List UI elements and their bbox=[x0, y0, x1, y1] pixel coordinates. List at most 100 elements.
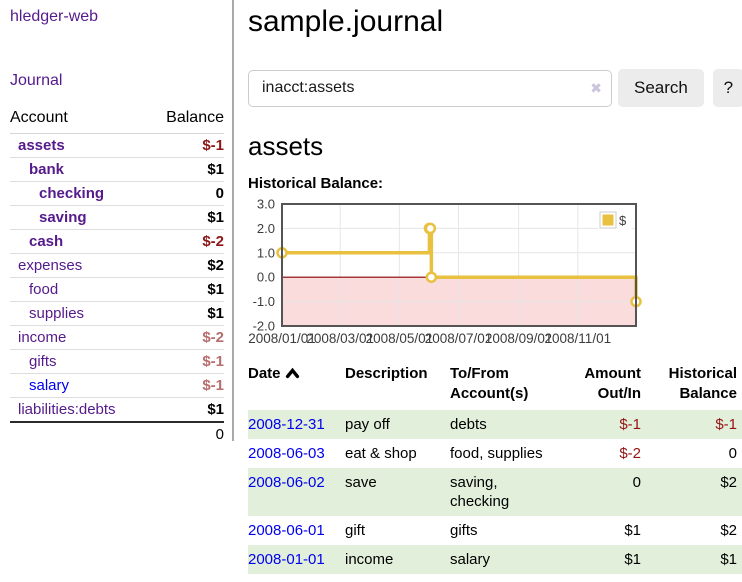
account-balance: $-1 bbox=[150, 349, 224, 374]
account-row-saving: saving $1 bbox=[10, 205, 224, 230]
account-link-income[interactable]: income bbox=[18, 329, 67, 346]
account-row-bank: bank $1 bbox=[10, 157, 224, 182]
balance-column-header: Historical Balance bbox=[668, 365, 737, 402]
account-row-food: food $1 bbox=[10, 277, 224, 302]
transaction-balance: $1 bbox=[720, 551, 737, 568]
transaction-date-link[interactable]: 2008-12-31 bbox=[248, 416, 325, 433]
transaction-date-link[interactable]: 2008-06-01 bbox=[248, 522, 325, 539]
account-row-supplies: supplies $1 bbox=[10, 301, 224, 326]
search-input[interactable] bbox=[248, 69, 612, 107]
transaction-description: gift bbox=[345, 522, 366, 539]
sidebar-item-journal[interactable]: Journal bbox=[10, 72, 63, 89]
transaction-date-link[interactable]: 2008-01-01 bbox=[248, 551, 325, 568]
register-table: Date Description To/From Account(s) Amou… bbox=[248, 362, 742, 574]
account-balance: 0 bbox=[150, 181, 224, 206]
transaction-description: save bbox=[345, 474, 377, 491]
account-balance: $1 bbox=[150, 397, 224, 423]
date-column-header: Date bbox=[248, 362, 345, 410]
svg-text:0.0: 0.0 bbox=[257, 270, 275, 285]
account-link-expenses[interactable]: expenses bbox=[18, 257, 83, 274]
accounts-total-row: 0 bbox=[10, 422, 224, 446]
svg-text:2008/09/01: 2008/09/01 bbox=[485, 331, 553, 346]
accounts-header-row: Account Balance bbox=[10, 109, 224, 134]
account-link-liabilities-debts[interactable]: liabilities:debts bbox=[18, 401, 116, 418]
svg-text:2.0: 2.0 bbox=[257, 221, 275, 236]
account-row-gifts: gifts $-1 bbox=[10, 349, 224, 374]
balance-column-header: Balance bbox=[150, 109, 224, 134]
account-row-salary: salary $-1 bbox=[10, 373, 224, 398]
clear-search-icon[interactable]: ✖ bbox=[590, 79, 602, 96]
search-button[interactable]: Search bbox=[618, 69, 704, 107]
transaction-accounts: debts bbox=[450, 416, 487, 433]
account-heading: assets bbox=[248, 131, 324, 161]
transaction-accounts: food, supplies bbox=[450, 445, 543, 462]
svg-text:-2.0: -2.0 bbox=[253, 319, 275, 334]
account-link-bank[interactable]: bank bbox=[29, 161, 65, 178]
transaction-accounts: salary bbox=[450, 551, 491, 568]
transaction-row: 2008-06-02 save saving, checking 0 $2 bbox=[248, 468, 742, 516]
transaction-balance: $-1 bbox=[715, 416, 737, 433]
account-link-food[interactable]: food bbox=[29, 281, 59, 298]
svg-text:2008/07/01: 2008/07/01 bbox=[425, 331, 493, 346]
transaction-description: pay off bbox=[345, 416, 390, 433]
account-link-gifts[interactable]: gifts bbox=[29, 353, 57, 370]
transaction-balance: $2 bbox=[720, 522, 737, 539]
transaction-date-link[interactable]: 2008-06-03 bbox=[248, 445, 325, 462]
svg-text:2008/01/01: 2008/01/01 bbox=[248, 331, 316, 346]
svg-text:2008/05/01: 2008/05/01 bbox=[366, 331, 434, 346]
accounts-column-header: To/From Account(s) bbox=[450, 365, 529, 402]
help-button[interactable]: ? bbox=[712, 69, 742, 107]
account-link-saving[interactable]: saving bbox=[39, 209, 87, 226]
brand-link[interactable]: hledger-web bbox=[10, 8, 99, 25]
search-form: ✖ Search ? bbox=[248, 69, 742, 107]
transaction-row: 2008-06-01 gift gifts $1 $2 bbox=[248, 516, 742, 545]
account-row-expenses: expenses $2 bbox=[10, 253, 224, 278]
transaction-accounts: gifts bbox=[450, 522, 478, 539]
transaction-balance: $2 bbox=[720, 474, 737, 491]
account-row-assets: assets $-1 bbox=[10, 133, 224, 158]
transaction-amount: $1 bbox=[624, 522, 641, 539]
account-balance: $-2 bbox=[150, 325, 224, 350]
description-column-header: Description bbox=[345, 365, 428, 382]
account-link-cash[interactable]: cash bbox=[29, 233, 64, 250]
account-balance: $2 bbox=[150, 253, 224, 278]
svg-text:2008/03/01: 2008/03/01 bbox=[306, 331, 374, 346]
accounts-table: Account Balance assets $-1 bank $1 check… bbox=[10, 109, 224, 446]
account-balance: $-1 bbox=[150, 373, 224, 398]
account-link-assets[interactable]: assets bbox=[18, 137, 65, 154]
transaction-amount: $-2 bbox=[619, 445, 641, 462]
account-link-salary[interactable]: salary bbox=[29, 377, 70, 394]
account-row-cash: cash $-2 bbox=[10, 229, 224, 254]
transaction-row: 2008-12-31 pay off debts $-1 $-1 bbox=[248, 410, 742, 439]
account-balance: $-2 bbox=[150, 229, 224, 254]
main-content: sample.journal ✖ Search ? assets Histori… bbox=[234, 0, 742, 574]
amount-column-header: Amount Out/In bbox=[584, 365, 641, 402]
transaction-description: income bbox=[345, 551, 394, 568]
svg-text:1.0: 1.0 bbox=[257, 245, 275, 260]
account-link-checking[interactable]: checking bbox=[39, 185, 105, 202]
svg-text:-1.0: -1.0 bbox=[253, 294, 275, 309]
account-balance: $1 bbox=[150, 301, 224, 326]
transaction-balance: 0 bbox=[728, 445, 737, 462]
transaction-amount: 0 bbox=[632, 474, 641, 491]
accounts-column-header: Account bbox=[10, 109, 150, 134]
transaction-amount: $1 bbox=[624, 551, 641, 568]
account-balance: $1 bbox=[150, 277, 224, 302]
account-balance: $1 bbox=[150, 205, 224, 230]
transaction-amount: $-1 bbox=[619, 416, 641, 433]
svg-text:3.0: 3.0 bbox=[257, 198, 275, 212]
svg-text:$: $ bbox=[619, 213, 627, 228]
balance-chart: $ -2.0 -1.0 0.0 1.0 2.0 3.0 2008/01/012008/03/0… bbox=[248, 198, 642, 346]
account-balance: $-1 bbox=[150, 133, 224, 158]
account-row-income: income $-2 bbox=[10, 325, 224, 350]
transaction-accounts: saving, checking bbox=[450, 474, 510, 510]
transaction-date-link[interactable]: 2008-06-02 bbox=[248, 474, 325, 491]
accounts-total-value: 0 bbox=[215, 426, 224, 443]
transaction-description: eat & shop bbox=[345, 445, 417, 462]
account-row-liabilities-debts: liabilities:debts $1 bbox=[10, 397, 224, 423]
account-row-checking: checking 0 bbox=[10, 181, 224, 206]
account-link-supplies[interactable]: supplies bbox=[29, 305, 85, 322]
transaction-row: 2008-01-01 income salary $1 $1 bbox=[248, 545, 742, 574]
register-header-row: Date Description To/From Account(s) Amou… bbox=[248, 362, 742, 410]
